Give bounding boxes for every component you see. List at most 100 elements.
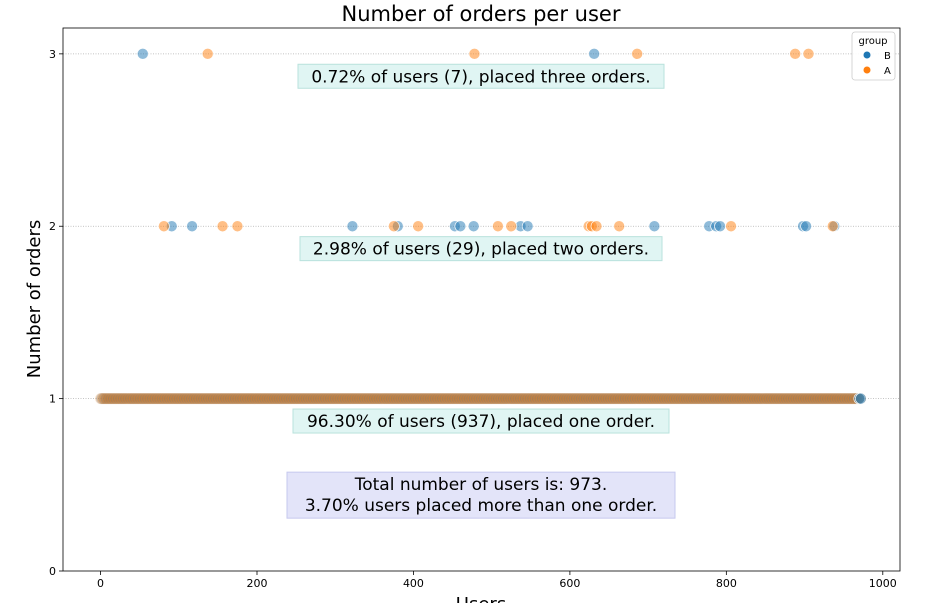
data-point-one-order xyxy=(788,393,800,405)
data-point-one-order xyxy=(202,393,214,405)
data-point-one-order xyxy=(218,393,230,405)
data-point-one-order xyxy=(839,393,851,405)
data-point-one-order xyxy=(668,393,680,405)
data-point-one-order xyxy=(686,393,698,405)
data-point-one-order xyxy=(372,393,384,405)
data-point-one-order xyxy=(592,393,604,405)
data-point-one-order xyxy=(714,393,726,405)
data-point-one-order xyxy=(718,393,730,405)
data-point-one-order xyxy=(709,393,721,405)
data-point-one-order xyxy=(422,393,434,405)
data-point-one-order xyxy=(599,393,611,405)
data-point-one-order xyxy=(350,393,362,405)
data-point-one-order xyxy=(134,393,146,405)
data-point-one-order xyxy=(369,393,381,405)
data-point-one-order xyxy=(207,393,219,405)
data-point-one-order xyxy=(744,393,756,405)
data-point-one-order xyxy=(187,393,199,405)
data-point-one-order xyxy=(329,393,341,405)
data-point-one-order xyxy=(272,393,284,405)
data-point-one-order xyxy=(552,393,564,405)
data-point-one-order xyxy=(677,393,689,405)
data-point-one-order xyxy=(538,393,550,405)
data-point-one-order xyxy=(496,393,508,405)
data-point-one-order xyxy=(483,393,495,405)
data-point-one-order xyxy=(776,393,788,405)
data-point-one-order xyxy=(771,393,783,405)
data-point-group-B xyxy=(136,48,149,60)
data-point-one-order xyxy=(725,393,737,405)
data-point-group-B xyxy=(855,392,867,405)
data-point-one-order xyxy=(445,393,457,405)
data-point-one-order xyxy=(126,393,138,405)
data-point-one-order xyxy=(623,393,635,405)
data-point-one-order xyxy=(103,393,115,405)
data-point-one-order xyxy=(394,393,406,405)
data-point-one-order xyxy=(729,393,741,405)
data-point-one-order xyxy=(488,393,500,405)
data-point-one-order xyxy=(295,393,307,405)
data-point-one-order xyxy=(426,393,438,405)
data-point-one-order xyxy=(437,393,449,405)
data-point-one-order xyxy=(301,393,313,405)
data-point-one-order xyxy=(452,393,464,405)
data-point-one-order xyxy=(701,393,713,405)
data-point-one-order xyxy=(365,393,377,405)
data-point-one-order xyxy=(323,393,335,405)
data-point-one-order xyxy=(197,393,209,405)
data-point-one-order xyxy=(133,393,145,405)
data-point-one-order xyxy=(782,393,794,405)
data-point-one-order xyxy=(246,393,258,405)
data-point-one-order xyxy=(282,393,294,405)
data-point-one-order xyxy=(541,393,553,405)
data-point-one-order xyxy=(111,393,123,405)
data-point-one-order xyxy=(190,393,202,405)
data-point-one-order xyxy=(618,393,630,405)
data-point-one-order xyxy=(236,393,248,405)
data-point-one-order xyxy=(675,393,687,405)
data-point-one-order xyxy=(465,393,477,405)
data-point-one-order xyxy=(760,393,772,405)
data-point-one-order xyxy=(346,393,358,405)
data-point-one-order xyxy=(601,393,613,405)
data-point-one-order xyxy=(719,393,731,405)
data-point-one-order xyxy=(321,393,333,405)
data-point-one-order xyxy=(805,393,817,405)
data-point-one-order xyxy=(667,393,679,405)
data-point-one-order xyxy=(113,393,125,405)
data-point-one-order xyxy=(580,393,592,405)
data-point-one-order xyxy=(372,393,384,405)
data-point-one-order xyxy=(761,393,773,405)
data-point-one-order xyxy=(528,393,540,405)
data-point-one-order xyxy=(748,393,760,405)
data-point-one-order xyxy=(803,393,815,405)
data-point-one-order xyxy=(259,393,271,405)
data-point-one-order xyxy=(584,393,596,405)
data-point-one-order xyxy=(812,393,824,405)
data-point-one-order xyxy=(779,393,791,405)
data-point-one-order xyxy=(147,393,159,405)
data-point-one-order xyxy=(800,393,812,405)
x-tick-label: 200 xyxy=(246,577,267,590)
grid-lines xyxy=(63,53,900,400)
data-point-one-order xyxy=(578,393,590,405)
data-point-one-order xyxy=(272,393,284,405)
data-point-one-order xyxy=(524,393,536,405)
data-point-one-order xyxy=(363,393,375,405)
data-point-one-order xyxy=(805,393,817,405)
data-point-group-A xyxy=(201,48,214,60)
data-point-one-order xyxy=(727,393,739,405)
data-point-one-order xyxy=(780,393,792,405)
data-point-one-order xyxy=(632,393,644,405)
data-point-one-order xyxy=(716,393,728,405)
data-point-one-order xyxy=(809,393,821,405)
data-point-one-order xyxy=(277,393,289,405)
data-point-one-order xyxy=(115,393,127,405)
data-point-one-order xyxy=(318,393,330,405)
data-point-one-order xyxy=(476,393,488,405)
data-point-one-order xyxy=(441,393,453,405)
data-point-one-order xyxy=(231,393,243,405)
data-point-one-order xyxy=(423,393,435,405)
data-point-one-order xyxy=(691,393,703,405)
data-point-one-order xyxy=(740,393,752,405)
